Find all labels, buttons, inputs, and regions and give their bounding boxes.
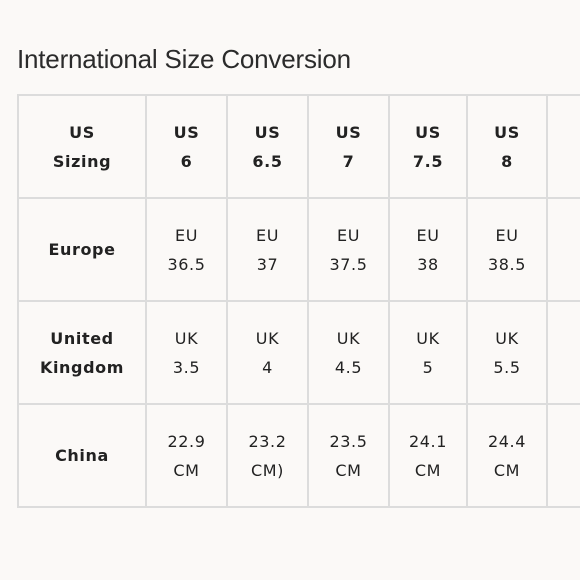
uk-size-cell: UK 5 [388,300,468,405]
eu-size-cell: EU 37.5 [307,197,390,302]
us-size-cell: US 6.5 [226,94,309,199]
eu-size-cell: EU 38 [388,197,468,302]
eu-size-cell: EU 38.5 [466,197,548,302]
uk-size-cell: UK 4 [226,300,309,405]
eu-size-cell: EU 36.5 [145,197,228,302]
china-size-cell: 24.1 CM [388,403,468,508]
us-size-cell: US 8 [546,94,580,199]
uk-size-cell: UK 5.5 [466,300,548,405]
china-size-cell: 22.9 CM [145,403,228,508]
row-label-us-sizing: US Sizing [17,94,147,199]
china-size-cell: 23.5 CM [307,403,390,508]
china-size-cell: 24.4 CM [466,403,548,508]
uk-size-cell: UK 4.5 [307,300,390,405]
uk-size-cell: UK 3.5 [145,300,228,405]
us-size-cell: US 6 [145,94,228,199]
size-conversion-table: US Sizing US 6 US 6.5 US 7 US 7.5 US 8 [17,94,580,508]
uk-size-cell: UK 6 [546,300,580,405]
us-size-cell: US 7 [307,94,390,199]
page-title: International Size Conversion [17,44,351,74]
eu-size-cell: EU 39 [546,197,580,302]
us-size-cell: US 7.5 [388,94,468,199]
eu-size-cell: EU 37 [226,197,309,302]
table-row-us-sizing: US Sizing US 6 US 6.5 US 7 US 7.5 US 8 [17,94,580,199]
row-label-china: China [17,403,147,508]
us-size-cell: US 8 [466,94,548,199]
size-conversion-table-container: US Sizing US 6 US 6.5 US 7 US 7.5 US 8 [17,94,580,514]
row-label-europe: Europe [17,197,147,302]
china-size-cell: 23.2 CM) [226,403,309,508]
china-size-cell: 25 CM [546,403,580,508]
row-label-united-kingdom: United Kingdom [17,300,147,405]
table-row-united-kingdom: United Kingdom UK 3.5 UK 4 UK 4.5 UK 5 U… [17,300,580,405]
table-row-europe: Europe EU 36.5 EU 37 EU 37.5 EU 38 EU 38… [17,197,580,302]
table-row-china: China 22.9 CM 23.2 CM) 23.5 CM 24.1 CM 2… [17,403,580,508]
